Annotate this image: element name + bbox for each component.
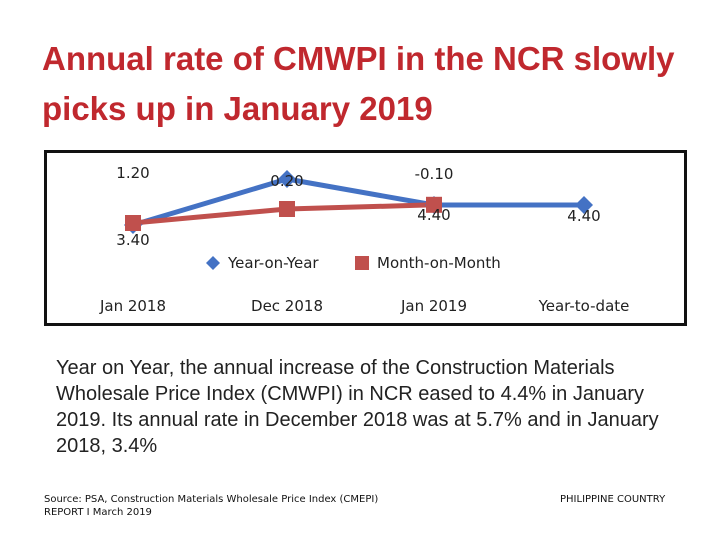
body-text: Year on Year, the annual increase of the…: [56, 357, 659, 457]
legend-label-month-on-month: Month-on-Month: [377, 254, 501, 272]
point-year-on-year-dec-2018: [278, 170, 296, 188]
data-label-month-on-month-jan-2018: 1.20: [116, 164, 149, 182]
brand-label: PHILIPPINE COUNTRY: [560, 494, 666, 505]
x-tick-label-year-to-date: Year-to-date: [538, 297, 630, 315]
data-label-month-on-month-dec-2018: 0.20: [270, 172, 303, 190]
point-year-on-year-year-to-date: [575, 196, 593, 214]
data-label-year-on-year-jan-2018: 3.40: [116, 231, 149, 249]
series-line-year-on-year: [132, 176, 584, 228]
point-month-on-month-jan-2018: [125, 215, 141, 231]
source-line-1: Source: PSA, Construction Materials Whol…: [44, 494, 379, 505]
point-month-on-month-dec-2018: [279, 201, 295, 217]
legend-marker-month-on-month: [355, 256, 369, 270]
source-line-2: REPORT I March 2019: [44, 507, 152, 518]
chart-svg: 3.405.704.404.401.200.20-0.10Year-on-Yea…: [99, 164, 630, 315]
data-label-year-on-year-jan-2019: 4.40: [417, 206, 450, 224]
source-note: Source: PSA, Construction Materials Whol…: [44, 493, 474, 519]
data-label-year-on-year-year-to-date: 4.40: [567, 207, 600, 225]
chart: 3.405.704.404.401.200.20-0.10Year-on-Yea…: [44, 150, 687, 326]
slide-title: Annual rate of CMWPI in the NCR slowly p…: [42, 40, 675, 127]
point-month-on-month-jan-2019: [426, 196, 442, 213]
data-label-month-on-month-jan-2019: -0.10: [415, 165, 454, 183]
x-tick-label-jan-2018: Jan 2018: [99, 297, 166, 315]
x-tick-label-jan-2019: Jan 2019: [400, 297, 467, 315]
legend-marker-year-on-year: [206, 256, 220, 270]
x-tick-label-dec-2018: Dec 2018: [251, 297, 323, 315]
legend-label-year-on-year: Year-on-Year: [227, 254, 319, 272]
